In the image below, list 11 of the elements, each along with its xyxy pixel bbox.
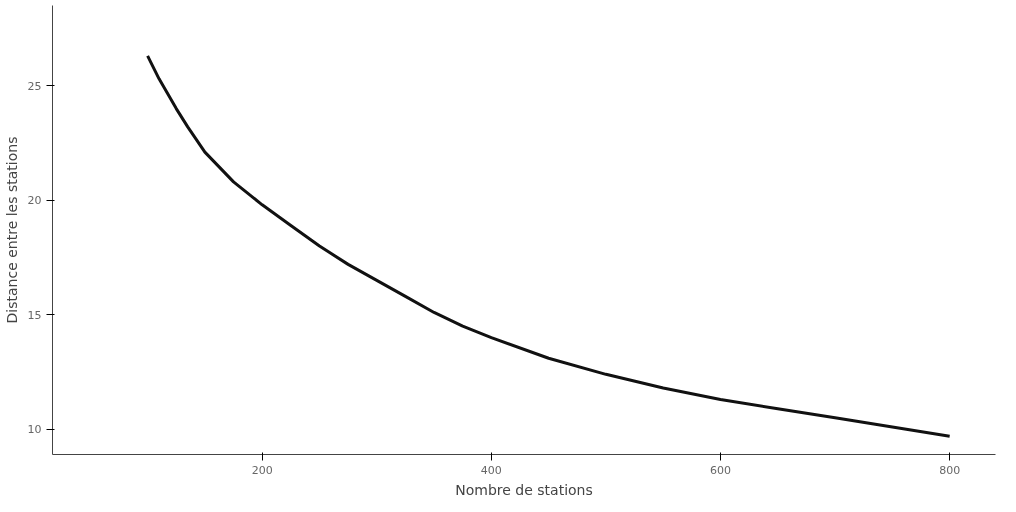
x-tick-label: 200 (251, 463, 273, 477)
x-tick-label: 800 (939, 463, 961, 477)
y-tick-label: 25 (27, 79, 42, 93)
x-tick-label: 600 (710, 463, 732, 477)
x-tick-label: 400 (480, 463, 502, 477)
x-axis-title: Nombre de stations (455, 481, 593, 498)
y-tick-label: 15 (27, 308, 42, 322)
line-series (146, 54, 952, 438)
y-tick-label: 20 (27, 194, 42, 208)
y-tick-label: 10 (27, 423, 42, 437)
y-axis-title: Distance entre les stations (3, 136, 20, 324)
